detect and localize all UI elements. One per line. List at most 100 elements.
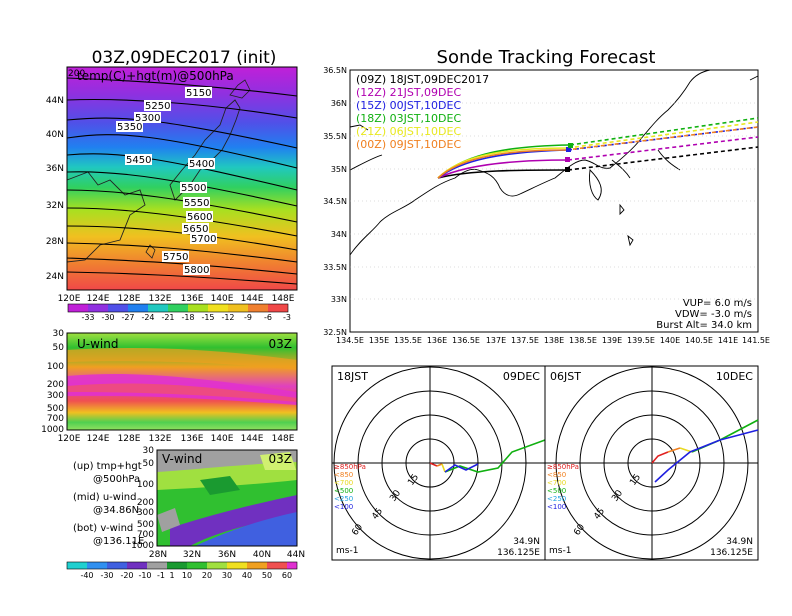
y-tick: 32.5N [323, 328, 347, 337]
x-tick: 128E [118, 434, 141, 444]
cb-tick: -6 [264, 313, 272, 322]
launch-label: (12Z) 21JST,09DEC [356, 86, 461, 99]
launch-legend: (09Z) 18JST,09DEC2017 (12Z) 21JST,09DEC … [356, 73, 489, 151]
hodo-left: 18JST [337, 370, 368, 383]
x-tick: 140.5E [685, 336, 713, 345]
level-label: <850 [547, 471, 566, 479]
x-tick: 120E [58, 434, 81, 444]
level-label: <500 [334, 487, 353, 495]
x-tick: 132E [149, 434, 172, 444]
x-tick: 134.5E [336, 336, 364, 345]
level-label: <250 [547, 495, 566, 503]
y-tick: 700 [47, 414, 64, 424]
x-tick: 136E [427, 336, 447, 345]
level-label: <100 [334, 503, 353, 511]
note-up2: @500hPa [93, 474, 140, 485]
track-vup: VUP= 6.0 m/s [683, 298, 752, 309]
contour-label: 5400 [189, 159, 214, 170]
x-tick: 40N [253, 550, 271, 560]
hodo-lat: 34.9N [513, 537, 540, 547]
hodograph-2: 15 30 45 60 06JST 10DEC ≥850hPa <850 <70… [544, 365, 759, 561]
y-tick: 30 [53, 329, 65, 339]
cb-tick: -20 [120, 571, 133, 580]
hodo-right: 09DEC [503, 370, 540, 383]
x-tick: 139.5E [627, 336, 655, 345]
cb-tick: -3 [283, 313, 291, 322]
y-tick: 24N [46, 272, 64, 282]
x-tick: 124E [87, 434, 110, 444]
y-tick: 36.5N [323, 66, 347, 75]
y-tick: 30 [143, 446, 155, 456]
uwind-panel: U-wind 03Z 30 50 100 200 300 500 700 100… [41, 329, 298, 444]
level-label: <250 [334, 495, 353, 503]
contour-label: 5700 [191, 234, 216, 245]
launch-label: (00Z) 09JST,10DEC [356, 138, 461, 151]
level-label: <100 [547, 503, 566, 511]
y-tick: 500 [137, 520, 154, 530]
y-tick: 36N [46, 164, 64, 174]
y-tick: 44N [46, 96, 64, 106]
cb-tick: 10 [182, 571, 192, 580]
x-tick: 139E [602, 336, 622, 345]
cb-tick: -30 [101, 313, 114, 322]
cb-tick: -40 [80, 571, 93, 580]
vwind-label: V-wind [162, 452, 202, 466]
y-tick: 100 [137, 480, 154, 490]
y-tick: 33N [331, 295, 347, 304]
y-tick: 200 [47, 380, 64, 390]
uwind-time: 03Z [269, 337, 293, 351]
hodo-lat: 34.9N [726, 537, 753, 547]
launch-label: (15Z) 00JST,10DEC [356, 99, 461, 112]
y-tick: 36N [331, 99, 347, 108]
x-tick: 135.5E [394, 336, 422, 345]
level-label: <850 [334, 471, 353, 479]
contour-label: 5550 [184, 198, 209, 209]
y-tick: 34N [331, 230, 347, 239]
contour-label: 5350 [117, 122, 142, 133]
x-tick: 138.5E [569, 336, 597, 345]
hodo-lon: 136.125E [497, 548, 540, 558]
x-tick: 137.5E [511, 336, 539, 345]
uwind-label: U-wind [77, 337, 118, 351]
hodo-right: 10DEC [716, 370, 753, 383]
y-tick: 300 [137, 508, 154, 518]
colorbar-500: -33 -30 -27 -24 -21 -18 -15 -12 -9 -6 -3 [67, 303, 291, 322]
level-label: <500 [547, 487, 566, 495]
contour-label: 5300 [135, 113, 160, 124]
y-tick: 50 [143, 459, 155, 469]
colorbar-v: -40 -30 -20 -10 -1 1 10 20 30 40 50 60 [66, 561, 298, 580]
note-up: (up) tmp+hgt [73, 461, 142, 472]
note-mid2: @34.86N [93, 505, 139, 516]
x-tick: 140E [660, 336, 680, 345]
level-label: <700 [334, 479, 353, 487]
x-tick: 148E [272, 434, 295, 444]
contour-label: 5450 [126, 155, 151, 166]
note-bot: (bot) v-wind [73, 523, 133, 534]
x-tick: 136E [181, 294, 204, 304]
x-tick: 120E [58, 294, 81, 304]
launch-label: (09Z) 18JST,09DEC2017 [356, 73, 489, 86]
vwind-time: 03Z [269, 452, 293, 466]
cb-tick: 1 [169, 571, 174, 580]
launch-label: (21Z) 06JST,10DEC [356, 125, 461, 138]
map500-corner-label: 200 [68, 69, 85, 79]
level-label: ≥850hPa [334, 463, 366, 471]
x-tick: 36N [218, 550, 236, 560]
cb-tick: -1 [157, 571, 165, 580]
y-tick: 35N [331, 165, 347, 174]
y-tick: 200 [137, 498, 154, 508]
x-tick: 136E [181, 434, 204, 444]
cb-tick: -9 [244, 313, 252, 322]
y-tick: 100 [47, 362, 64, 372]
vwind-panel: V-wind 03Z 30 50 100 200 300 500 700 100… [131, 446, 305, 560]
x-tick: 124E [87, 294, 110, 304]
cb-tick: 50 [262, 571, 272, 580]
contour-label: 5800 [184, 265, 209, 276]
x-tick: 132E [149, 294, 172, 304]
cb-tick: -24 [141, 313, 154, 322]
hodo-unit: ms-1 [549, 546, 571, 556]
x-tick: 148E [272, 294, 295, 304]
x-tick: 135E [369, 336, 389, 345]
contour-label: 5150 [186, 88, 211, 99]
